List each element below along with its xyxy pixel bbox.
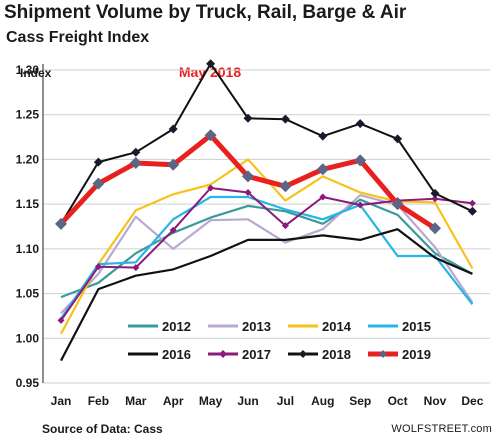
chart-subtitle: Cass Freight Index — [6, 29, 149, 46]
y-tick-label: 1.10 — [16, 242, 40, 256]
legend-item-2018: 2018 — [288, 347, 351, 362]
y-tick-label: 0.95 — [16, 376, 40, 390]
series-2017 — [57, 184, 476, 324]
x-tick-label: Feb — [88, 394, 109, 408]
line-2013 — [60, 194, 474, 314]
point-2019 — [391, 198, 404, 211]
point-2017 — [132, 264, 140, 272]
point-2018 — [467, 206, 477, 216]
legend-label: 2016 — [162, 347, 191, 362]
point-2017 — [94, 263, 102, 271]
series-2019 — [55, 129, 441, 235]
legend-label: 2017 — [242, 347, 271, 362]
point-2019 — [129, 157, 142, 170]
point-2019 — [55, 217, 67, 230]
x-tick-label: May — [199, 394, 223, 408]
gridlines — [42, 64, 490, 384]
point-2019 — [279, 180, 292, 193]
y-tick-label: 1.05 — [16, 287, 40, 301]
chart-title: Shipment Volume by Truck, Rail, Barge & … — [4, 2, 407, 23]
point-2017 — [57, 316, 65, 324]
legend-label: 2019 — [402, 347, 431, 362]
y-tick-label: 1.15 — [16, 197, 40, 211]
point-2018 — [93, 157, 103, 167]
legend: 2012 2013 2014 2015 2016 2017 2018 2019 — [128, 319, 431, 362]
point-2017 — [468, 199, 476, 207]
point-2019 — [429, 222, 441, 235]
x-tick-label: Dec — [461, 394, 483, 408]
point-2019 — [354, 154, 367, 167]
point-2018 — [280, 114, 290, 124]
series-2013 — [60, 194, 474, 314]
point-2018 — [168, 124, 178, 134]
x-tick-labels: Jan Feb Mar Apr May Jun Jul Aug Sep Oct Nov Dec — [51, 394, 484, 408]
point-2019 — [167, 158, 180, 171]
point-2017 — [207, 184, 215, 192]
point-2018 — [131, 147, 141, 157]
x-tick-label: Oct — [388, 394, 408, 408]
series-2015 — [60, 195, 474, 320]
legend-marker — [379, 350, 387, 358]
x-tick-label: Jul — [277, 394, 294, 408]
series-lines — [55, 59, 477, 362]
point-2017 — [431, 195, 439, 203]
source-note: Source of Data: Cass — [42, 422, 163, 436]
y-tick-label: 1.25 — [16, 108, 40, 122]
x-tick-label: Aug — [311, 394, 334, 408]
point-2017 — [244, 189, 252, 197]
point-2017 — [356, 201, 364, 209]
y-tick-labels: 0.95 1.00 1.05 1.10 1.15 1.20 1.25 1.30 — [16, 63, 40, 390]
legend-label: 2018 — [322, 347, 351, 362]
site-credit: WOLFSTREET.com — [391, 423, 492, 435]
point-2018 — [318, 131, 328, 141]
legend-marker — [299, 350, 307, 358]
legend-label: 2012 — [162, 319, 191, 334]
line-2016 — [60, 228, 473, 362]
annotation-label: May 2018 — [179, 64, 241, 80]
x-tick-label: Apr — [163, 394, 184, 408]
legend-label: 2015 — [402, 319, 431, 334]
legend-label: 2013 — [242, 319, 271, 334]
line-2018 — [60, 62, 473, 225]
legend-item-2015: 2015 — [368, 319, 431, 334]
point-2019 — [242, 170, 254, 183]
point-2017 — [169, 226, 177, 234]
legend-item-2016: 2016 — [128, 347, 191, 362]
point-2017 — [281, 222, 289, 230]
point-2018 — [355, 119, 365, 129]
y-tick-label: 1.30 — [16, 63, 40, 77]
legend-marker — [219, 350, 227, 358]
legend-item-2013: 2013 — [208, 319, 271, 334]
x-tick-label: Jun — [237, 394, 258, 408]
series-2016 — [60, 228, 473, 362]
point-2019 — [92, 177, 105, 190]
line-2015 — [60, 195, 474, 320]
x-tick-label: Jan — [51, 394, 72, 408]
line-2014 — [60, 158, 474, 335]
x-tick-label: Sep — [349, 394, 371, 408]
series-2014 — [60, 158, 474, 335]
point-2017 — [319, 193, 327, 201]
legend-item-2017: 2017 — [208, 347, 271, 362]
point-2018 — [393, 134, 403, 144]
legend-label: 2014 — [322, 319, 352, 334]
series-2018 — [56, 59, 477, 229]
line-2017 — [60, 187, 473, 321]
y-tick-label: 1.00 — [16, 331, 40, 345]
point-2018 — [430, 188, 440, 198]
x-tick-label: Mar — [125, 394, 147, 408]
legend-item-2019: 2019 — [368, 347, 431, 362]
x-tick-label: Nov — [424, 394, 447, 408]
legend-item-2012: 2012 — [128, 319, 191, 334]
point-2019 — [204, 129, 217, 142]
point-2018 — [206, 59, 216, 69]
point-2019 — [316, 163, 329, 176]
legend-item-2014: 2014 — [288, 319, 352, 334]
y-tick-label: 1.20 — [16, 152, 40, 166]
point-2018 — [243, 113, 253, 123]
